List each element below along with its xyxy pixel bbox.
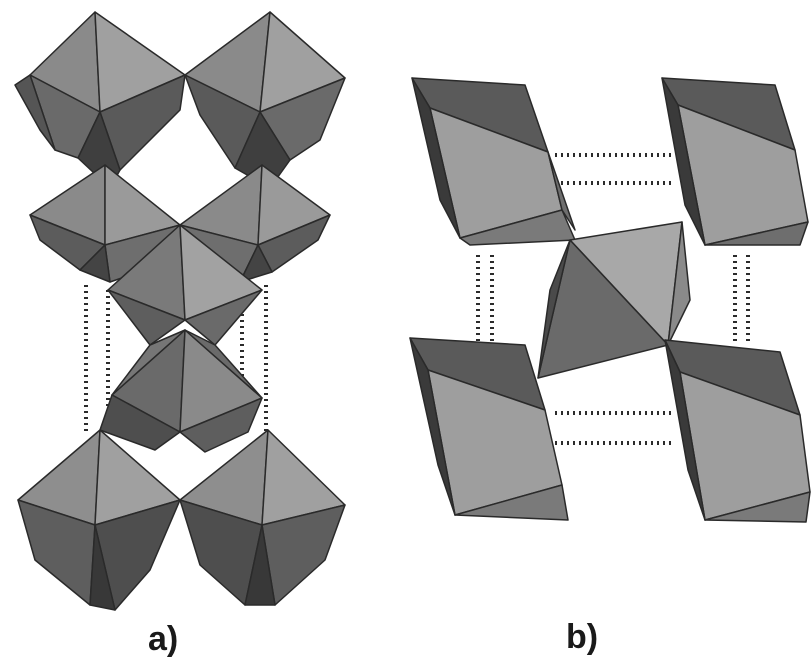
octahedron-a-middle-left	[29, 164, 181, 283]
panel-a-label: a)	[148, 620, 179, 658]
block-b-top-left	[411, 77, 576, 246]
octahedron-a-top-right	[184, 11, 346, 189]
block-b-top-right	[661, 77, 809, 246]
octahedron-b-center	[537, 221, 691, 379]
octahedron-a-center-upper	[107, 224, 263, 346]
octahedron-a-middle-right	[179, 164, 331, 283]
panel-b-bond-lines	[476, 153, 750, 445]
panel-b-structure	[409, 77, 811, 523]
octahedron-a-bottom-left	[17, 429, 181, 611]
block-b-bottom-right	[664, 339, 811, 523]
panel-b-label: b)	[566, 618, 599, 656]
octahedron-a-top-left	[14, 11, 186, 189]
block-b-bottom-left	[409, 337, 569, 521]
octahedron-a-bottom-right	[179, 429, 346, 606]
octahedron-a-center-lower	[99, 329, 263, 453]
panel-a-structure	[14, 11, 346, 611]
